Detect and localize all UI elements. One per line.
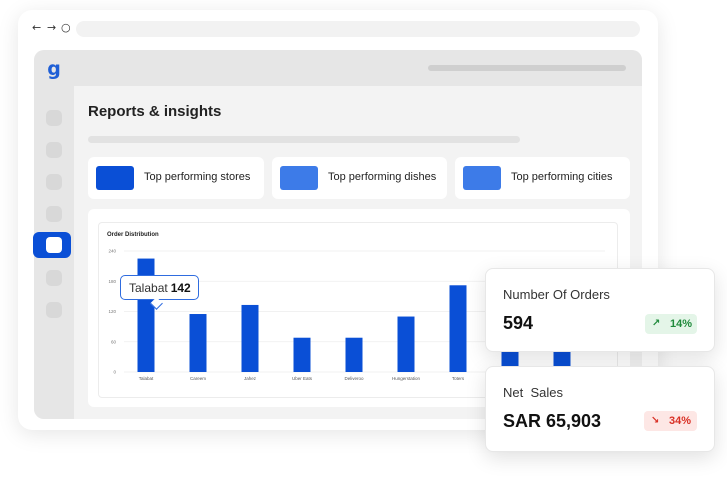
- x-tick-label: Hungerstation: [392, 376, 421, 381]
- net-sales-label: Net Sales: [503, 385, 563, 400]
- x-tick-label: Toters: [452, 376, 465, 381]
- page-title: Reports & insights: [88, 103, 222, 120]
- net-sales-value: SAR 65,903: [503, 411, 602, 431]
- top-bar-placeholder: [428, 65, 626, 71]
- y-tick-label: 60: [111, 339, 117, 344]
- tab-top-dishes[interactable]: Top performing dishes: [272, 157, 447, 199]
- sidebar-item-6[interactable]: [46, 270, 62, 286]
- bar-uber-eats[interactable]: [293, 337, 311, 372]
- back-icon[interactable]: ←: [32, 21, 42, 34]
- reports-icon: [46, 237, 62, 253]
- tab-top-stores-label: Top performing stores: [144, 171, 251, 183]
- tooltip-label: Talabat: [129, 281, 168, 295]
- chart-title: Order Distribution: [107, 232, 159, 238]
- trend-up-icon: ↗: [652, 318, 661, 329]
- bar-deliveroo[interactable]: [345, 337, 363, 372]
- sidebar-item-4[interactable]: [46, 206, 62, 222]
- sidebar-item-7[interactable]: [46, 302, 62, 318]
- tab-top-stores-swatch: [96, 166, 134, 190]
- y-tick-label: 0: [113, 370, 116, 375]
- tab-top-dishes-swatch: [280, 166, 318, 190]
- tab-top-stores[interactable]: Top performing stores: [88, 157, 264, 199]
- x-tick-label: Jahez: [244, 376, 257, 381]
- sidebar-item-1[interactable]: [46, 110, 62, 126]
- x-tick-label: Uber Eats: [292, 376, 313, 381]
- tab-top-cities[interactable]: Top performing cities: [455, 157, 630, 199]
- orders-label: Number Of Orders: [503, 287, 610, 302]
- trend-down-icon: ↘: [651, 415, 660, 426]
- net-sales-change-badge: ↘ 34%: [644, 411, 697, 431]
- y-tick-label: 120: [108, 309, 116, 314]
- tab-top-cities-swatch: [463, 166, 501, 190]
- net-sales-stat-card: Net Sales SAR 65,903 ↘ 34%: [485, 366, 715, 452]
- browser-toolbar: ← → ○: [18, 10, 658, 46]
- address-bar[interactable]: [76, 21, 640, 37]
- top-bar: [74, 50, 642, 86]
- tooltip-value: 142: [170, 281, 191, 295]
- orders-value: 594: [503, 313, 534, 333]
- bar-toters[interactable]: [449, 285, 467, 372]
- sidebar-item-reports-active[interactable]: [33, 232, 71, 258]
- x-tick-label: Talabat: [139, 376, 154, 381]
- tab-top-dishes-label: Top performing dishes: [328, 171, 437, 183]
- bar-hungerstation[interactable]: [397, 316, 415, 372]
- forward-icon[interactable]: →: [47, 21, 57, 34]
- bar-careem[interactable]: [189, 314, 207, 372]
- y-tick-label: 240: [108, 249, 116, 254]
- sidebar-item-3[interactable]: [46, 174, 62, 190]
- chart-tooltip: Talabat 142: [120, 275, 199, 300]
- reload-icon[interactable]: ○: [61, 21, 71, 34]
- orders-change-value: 14%: [670, 318, 693, 330]
- sidebar-item-2[interactable]: [46, 142, 62, 158]
- orders-stat-card: Number Of Orders 594 ↗ 14%: [485, 268, 715, 352]
- x-tick-label: Deliveroo: [344, 376, 364, 381]
- bar-jahez[interactable]: [241, 304, 259, 372]
- x-tick-label: Careem: [190, 376, 206, 381]
- subtitle-placeholder: [88, 136, 520, 143]
- orders-change-badge: ↗ 14%: [645, 314, 697, 334]
- app-logo[interactable]: g: [47, 58, 61, 80]
- tab-top-cities-label: Top performing cities: [511, 171, 613, 183]
- net-sales-change-value: 34%: [669, 415, 692, 427]
- y-tick-label: 180: [108, 279, 116, 284]
